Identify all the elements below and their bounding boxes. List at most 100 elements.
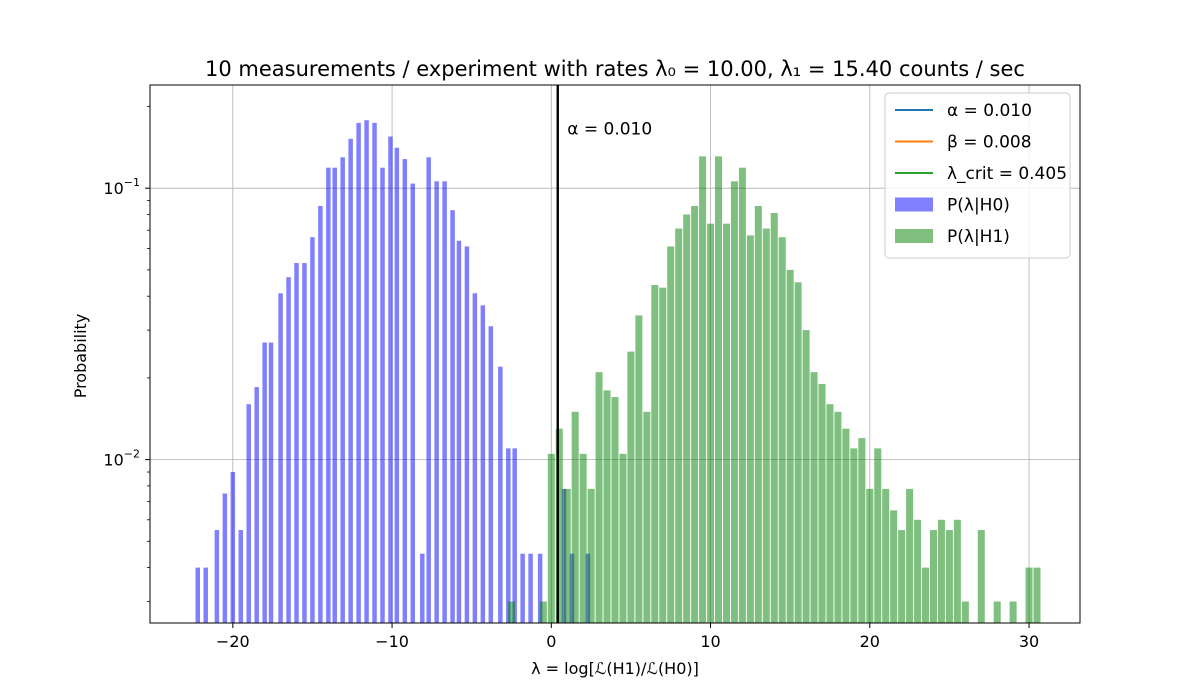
h0-bar xyxy=(488,326,494,623)
legend-label: α = 0.010 xyxy=(947,101,1032,121)
x-tick-label: −20 xyxy=(216,632,250,651)
h1-bar xyxy=(579,453,587,623)
h1-bar xyxy=(547,453,555,623)
h1-bar xyxy=(778,237,786,623)
h0-bar xyxy=(286,277,291,623)
legend-label: λ_crit = 0.405 xyxy=(947,164,1067,184)
h1-bar xyxy=(507,601,515,623)
h1-bar xyxy=(699,156,707,623)
h1-bar xyxy=(945,530,953,623)
h0-bar xyxy=(214,530,220,623)
h0-bar xyxy=(222,493,228,623)
legend: α = 0.010 β = 0.008 λ_crit = 0.405 P(λ|H0) P… xyxy=(884,92,1071,259)
h1-bar xyxy=(786,269,794,623)
h1-bar xyxy=(826,404,834,623)
h0-bar xyxy=(434,181,439,623)
h0-bar xyxy=(262,342,267,623)
h0-bar xyxy=(472,293,478,623)
h0-bar xyxy=(254,387,259,623)
h1-bar xyxy=(539,601,547,623)
y-axis-title: Probability xyxy=(71,314,90,399)
h0-bar xyxy=(294,263,299,623)
h1-bar xyxy=(659,287,667,623)
h0-bar xyxy=(318,205,323,623)
h0-bar xyxy=(420,553,425,623)
histogram-bars xyxy=(195,120,1041,624)
legend-patch-swatch xyxy=(895,229,933,243)
h1-bar xyxy=(603,390,611,623)
h0-bar xyxy=(388,136,393,623)
legend-label: P(λ|H0) xyxy=(947,196,1010,216)
h1-bar xyxy=(834,411,842,623)
h0-bar xyxy=(246,404,251,623)
h1-bar xyxy=(993,601,1001,623)
h0-bar xyxy=(506,448,511,623)
h1-bar xyxy=(906,488,914,623)
h0-bar xyxy=(310,237,315,623)
h1-bar xyxy=(754,205,762,623)
h1-bar xyxy=(953,519,961,623)
h0-bar xyxy=(203,567,208,623)
h1-bar xyxy=(858,438,866,623)
h1-bar xyxy=(866,488,874,623)
h1-bar xyxy=(1009,601,1017,623)
h0-bar xyxy=(528,553,533,623)
h0-bar xyxy=(356,122,361,623)
h1-bar xyxy=(882,488,890,623)
h0-bar xyxy=(278,293,283,623)
h0-bar xyxy=(520,553,525,623)
axes-frame xyxy=(149,84,1081,624)
h1-bar xyxy=(818,383,826,623)
h1-bar xyxy=(667,246,675,623)
h1-bar xyxy=(770,213,778,624)
axis-ticks: −20 −10 0 10 20 30 10−2 10−1 xyxy=(103,106,1039,651)
h1-bar xyxy=(611,397,619,623)
h1-bar xyxy=(691,205,699,623)
h1-bar xyxy=(595,372,603,623)
h1-bar xyxy=(730,181,738,623)
h1-bar xyxy=(571,411,579,623)
h1-bar xyxy=(651,284,659,623)
legend-label: β = 0.008 xyxy=(947,133,1032,153)
x-tick-label: 20 xyxy=(860,632,880,651)
x-tick-label: 30 xyxy=(1019,632,1039,651)
h0-bar xyxy=(402,159,408,623)
legend-patch-swatch xyxy=(895,197,933,212)
h0-bar xyxy=(456,240,462,623)
h1-bar xyxy=(563,488,571,623)
h0-bar xyxy=(238,530,243,623)
h1-bar xyxy=(587,488,595,623)
h0-bar xyxy=(512,448,517,623)
alpha-annotation: α = 0.010 xyxy=(567,120,652,140)
h0-bar xyxy=(364,120,369,623)
x-tick-label: −10 xyxy=(375,632,409,651)
h1-bar xyxy=(1025,567,1033,623)
h1-bar xyxy=(914,519,922,623)
h0-bar xyxy=(426,157,431,623)
h0-bar xyxy=(394,147,400,623)
h0-bar xyxy=(537,553,543,623)
h0-bar xyxy=(464,246,470,623)
h1-bar xyxy=(810,372,818,623)
h0-bar xyxy=(195,567,201,623)
h0-bar xyxy=(302,263,307,623)
x-tick-label: 10 xyxy=(700,632,720,651)
h1-bar xyxy=(746,235,754,623)
h1-bar xyxy=(643,411,651,623)
h1-bar xyxy=(922,567,930,623)
h0-bar xyxy=(348,138,353,623)
h0-bar xyxy=(326,167,331,623)
h1-bar xyxy=(937,519,945,623)
y-tick-label: 10−1 xyxy=(103,176,140,198)
y-tick-label: 10−2 xyxy=(103,448,140,470)
h0-bar xyxy=(498,366,503,623)
h1-bar xyxy=(627,351,635,623)
h1-bar xyxy=(715,156,723,623)
h1-bar xyxy=(850,448,858,623)
x-tick-label: 0 xyxy=(546,632,556,651)
chart-title: 10 measurements / experiment with rates … xyxy=(205,57,1025,81)
h1-bar xyxy=(961,601,969,623)
h1-bar xyxy=(619,453,627,623)
h1-bar xyxy=(977,530,985,623)
